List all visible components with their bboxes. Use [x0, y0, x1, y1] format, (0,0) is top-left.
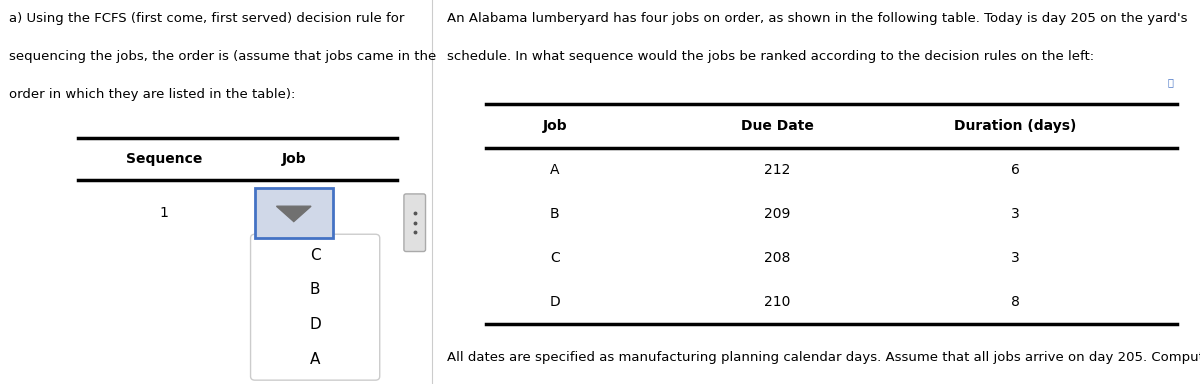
Text: order in which they are listed in the table):: order in which they are listed in the ta… — [8, 88, 295, 101]
Text: Job: Job — [282, 152, 306, 166]
FancyBboxPatch shape — [254, 188, 332, 238]
Text: All dates are specified as manufacturing planning calendar days. Assume that all: All dates are specified as manufacturing… — [448, 351, 1200, 364]
Text: 3: 3 — [1012, 251, 1020, 265]
Text: 3: 3 — [1012, 207, 1020, 221]
FancyBboxPatch shape — [251, 234, 379, 380]
Text: 6: 6 — [1012, 163, 1020, 177]
Text: B: B — [550, 207, 559, 221]
Text: D: D — [550, 295, 560, 310]
Text: sequencing the jobs, the order is (assume that jobs came in the: sequencing the jobs, the order is (assum… — [8, 50, 436, 63]
Text: A: A — [310, 351, 320, 367]
Text: B: B — [310, 282, 320, 298]
Text: Duration (days): Duration (days) — [954, 119, 1076, 133]
Text: C: C — [550, 251, 559, 265]
Polygon shape — [276, 206, 311, 222]
Text: 210: 210 — [764, 295, 791, 310]
Text: 209: 209 — [764, 207, 791, 221]
Text: 8: 8 — [1012, 295, 1020, 310]
Text: An Alabama lumberyard has four jobs on order, as shown in the following table. T: An Alabama lumberyard has four jobs on o… — [448, 12, 1188, 25]
Text: Job: Job — [542, 119, 568, 133]
Text: schedule. In what sequence would the jobs be ranked according to the decision ru: schedule. In what sequence would the job… — [448, 50, 1094, 63]
Text: C: C — [310, 248, 320, 263]
Text: Due Date: Due Date — [742, 119, 814, 133]
Text: 1: 1 — [160, 206, 168, 220]
Text: 212: 212 — [764, 163, 791, 177]
Text: D: D — [310, 317, 322, 332]
Text: ⎙: ⎙ — [1168, 77, 1174, 87]
Text: Sequence: Sequence — [126, 152, 203, 166]
Text: 208: 208 — [764, 251, 791, 265]
Text: A: A — [550, 163, 559, 177]
Text: a) Using the FCFS (first come, first served) decision rule for: a) Using the FCFS (first come, first ser… — [8, 12, 404, 25]
FancyBboxPatch shape — [404, 194, 426, 252]
